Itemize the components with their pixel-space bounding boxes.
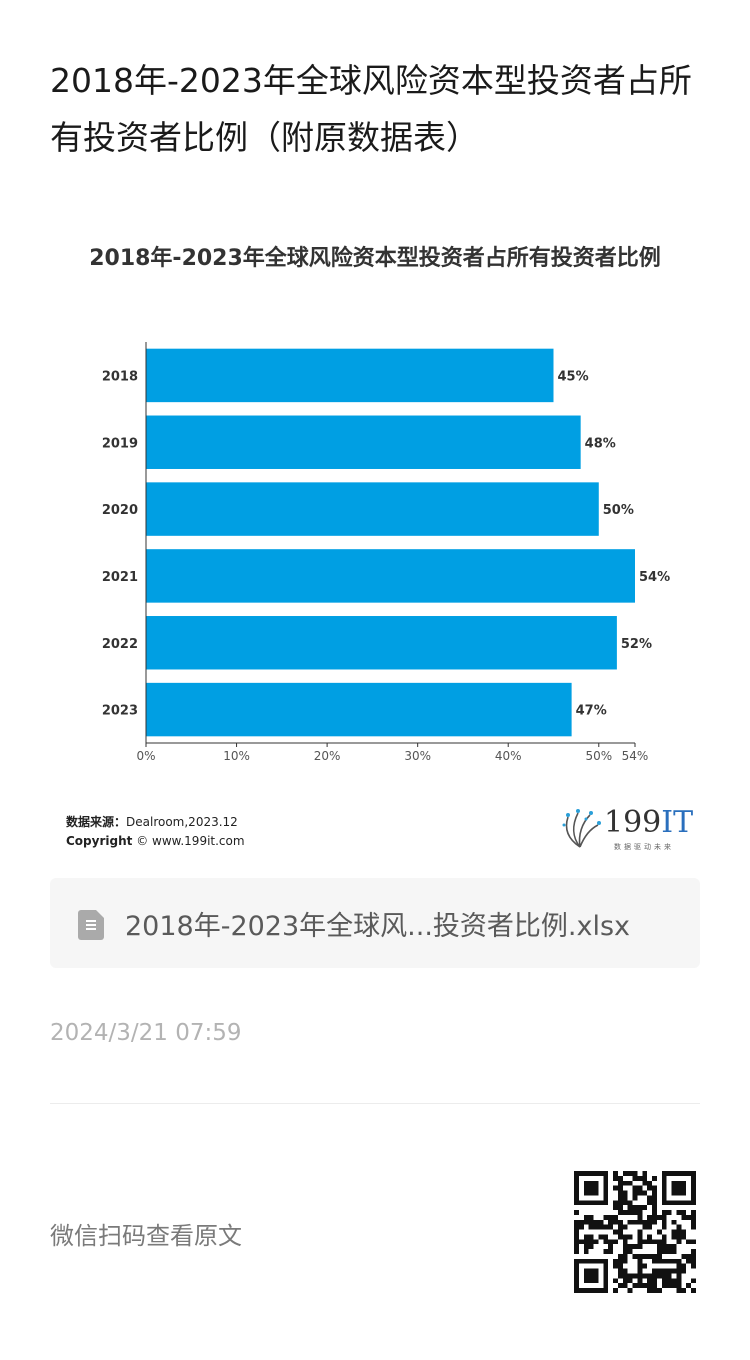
- bar-2021: [146, 549, 635, 603]
- bar-2020: [146, 482, 599, 536]
- bar-2023: [146, 682, 572, 737]
- x-tick-label: 54%: [622, 749, 649, 763]
- value-label-2018: 45%: [558, 369, 589, 384]
- value-label-2021: 54%: [639, 570, 670, 585]
- category-label-2018: 2018: [102, 369, 138, 384]
- value-label-2020: 50%: [603, 503, 634, 518]
- logo-tagline: 数据驱动未来: [614, 843, 674, 851]
- source-label: 数据来源：: [66, 815, 127, 829]
- category-label-2022: 2022: [102, 637, 138, 652]
- chart-title: 2018年-2023年全球风险资本型投资者占所有投资者比例: [89, 245, 661, 271]
- bar-2022: [146, 616, 617, 670]
- x-tick-label: 20%: [314, 749, 341, 763]
- bar-2019: [146, 415, 581, 469]
- bar-2018: [146, 348, 554, 403]
- divider: [50, 1103, 700, 1104]
- logo-text: 199IT: [604, 805, 694, 840]
- 199it-logo-icon: [562, 809, 601, 848]
- x-tick-label: 10%: [223, 749, 250, 763]
- scan-hint: 微信扫码查看原文: [50, 1222, 242, 1250]
- value-label-2023: 47%: [576, 704, 607, 719]
- chart-card: 2018年-2023年全球风险资本型投资者占所有投资者比例 45% 48% 50% 5…: [50, 225, 700, 865]
- qr-code-icon[interactable]: [574, 1171, 696, 1293]
- value-label-2019: 48%: [585, 436, 616, 451]
- article-title: 2018年-2023年全球风险资本型投资者占所有投资者比例（附原数据表）: [50, 61, 692, 157]
- attachment-file-name[interactable]: 2018年-2023年全球风...投资者比例.xlsx: [125, 911, 631, 942]
- 199it-logo: 199IT 数据驱动未来: [558, 805, 698, 855]
- x-tick-label: 0%: [136, 749, 155, 763]
- publish-date: 2024/3/21 07:59: [50, 1020, 242, 1046]
- x-tick-label: 30%: [404, 749, 431, 763]
- category-label-2023: 2023: [102, 704, 138, 719]
- category-label-2020: 2020: [102, 503, 138, 518]
- bar-chart: 2018年-2023年全球风险资本型投资者占所有投资者比例 45% 48% 50% 5…: [89, 245, 670, 763]
- x-tick-label: 50%: [585, 749, 612, 763]
- spreadsheet-file-icon: [78, 910, 104, 940]
- attachment-card[interactable]: 2018年-2023年全球风...投资者比例.xlsx: [50, 878, 700, 968]
- copyright-line: Copyright © www.199it.com: [66, 834, 245, 848]
- source-line: 数据来源：Dealroom,2023.12: [66, 813, 238, 830]
- value-label-2022: 52%: [621, 637, 652, 652]
- x-tick-label: 40%: [495, 749, 522, 763]
- category-label-2021: 2021: [102, 570, 138, 585]
- category-label-2019: 2019: [102, 436, 138, 451]
- source-value: Dealroom,2023.12: [126, 815, 238, 829]
- copyright-label: Copyright: [66, 834, 133, 848]
- copyright-value: © www.199it.com: [136, 834, 245, 848]
